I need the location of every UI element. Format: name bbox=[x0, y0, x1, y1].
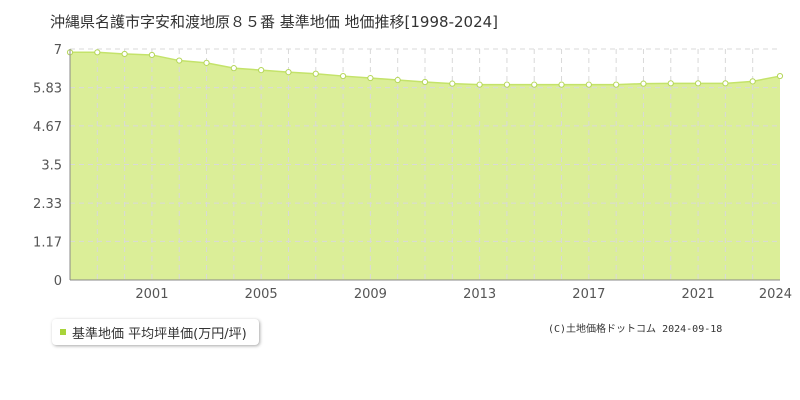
data-point bbox=[203, 59, 210, 66]
data-point bbox=[230, 65, 237, 72]
y-tick-label: 1.17 bbox=[33, 235, 62, 250]
x-tick-label: 2024 bbox=[759, 287, 792, 302]
x-tick-label: 2005 bbox=[245, 287, 278, 302]
data-point bbox=[613, 81, 620, 88]
data-point bbox=[640, 80, 647, 87]
credit-text: (C)土地価格ドットコム 2024-09-18 bbox=[548, 324, 723, 335]
y-tick-label: 0 bbox=[54, 274, 62, 289]
data-point bbox=[694, 80, 702, 87]
data-point bbox=[339, 72, 347, 80]
data-point bbox=[449, 80, 456, 87]
data-point bbox=[531, 81, 538, 88]
data-point bbox=[285, 69, 292, 76]
y-tick-label: 7 bbox=[54, 43, 62, 58]
data-point bbox=[94, 49, 101, 56]
data-point bbox=[312, 70, 319, 77]
data-point bbox=[585, 81, 592, 88]
data-point bbox=[749, 78, 756, 85]
data-point bbox=[503, 81, 511, 88]
data-point bbox=[776, 72, 784, 80]
y-tick-label: 2.33 bbox=[33, 197, 62, 212]
legend: 基準地価 平均坪単価(万円/坪) bbox=[52, 319, 259, 345]
data-point bbox=[367, 74, 374, 82]
data-point bbox=[667, 80, 674, 87]
data-point bbox=[722, 80, 729, 87]
data-point bbox=[176, 57, 183, 64]
data-point bbox=[148, 51, 156, 59]
data-point bbox=[476, 81, 483, 88]
chart-title: 沖縄県名護市字安和渡地原８５番 基準地価 地価推移[1998-2024] bbox=[50, 13, 499, 31]
y-tick-label: 4.67 bbox=[33, 120, 62, 135]
legend-swatch bbox=[60, 329, 66, 335]
data-point bbox=[258, 67, 265, 74]
y-tick-label: 5.83 bbox=[33, 82, 62, 97]
data-point bbox=[421, 78, 429, 86]
x-tick-label: 2001 bbox=[135, 287, 168, 302]
data-point bbox=[394, 76, 401, 84]
data-point bbox=[558, 81, 565, 88]
x-tick-label: 2009 bbox=[354, 287, 387, 302]
y-tick-label: 3.5 bbox=[41, 159, 62, 174]
x-tick-label: 2013 bbox=[463, 287, 496, 302]
data-point bbox=[121, 50, 128, 58]
legend-label: 基準地価 平均坪単価(万円/坪) bbox=[72, 326, 247, 342]
x-tick-label: 2021 bbox=[682, 287, 715, 302]
x-tick-label: 2017 bbox=[572, 287, 605, 302]
